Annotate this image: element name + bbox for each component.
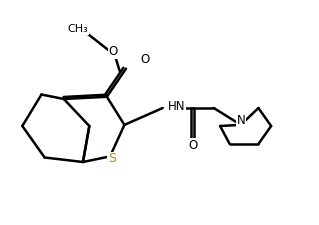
Text: N: N — [236, 114, 245, 127]
Text: HN: HN — [167, 100, 185, 113]
Text: S: S — [108, 152, 116, 165]
Text: O: O — [141, 53, 150, 66]
Text: O: O — [189, 139, 197, 152]
Text: O: O — [109, 45, 118, 58]
Text: CH₃: CH₃ — [68, 24, 89, 34]
